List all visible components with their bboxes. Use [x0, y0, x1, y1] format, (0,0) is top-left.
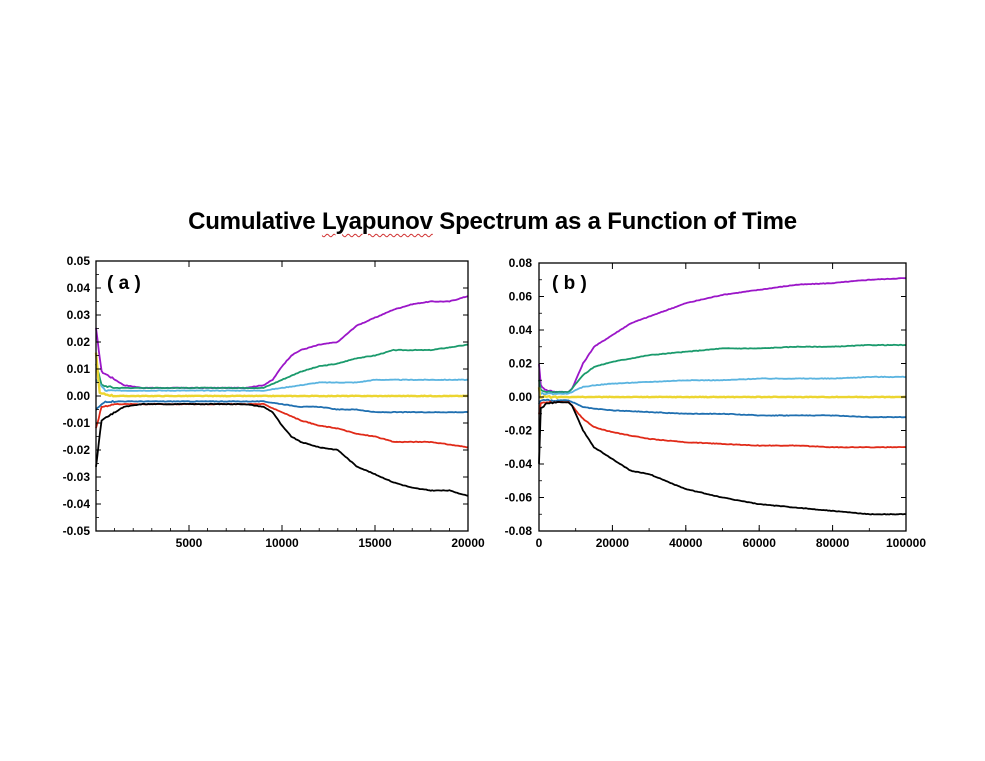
y-tick-label-a: -0.05: [63, 524, 91, 538]
series-line-b-blue: [538, 398, 907, 419]
x-tick-label-b: 100000: [886, 536, 926, 550]
x-tick-label-a: 15000: [358, 536, 392, 550]
series-line-b-yellow: [537, 387, 907, 399]
x-tick-label-b: 80000: [816, 536, 850, 550]
y-tick-label-b: 0.06: [509, 290, 533, 304]
y-tick-label-b: 0.04: [509, 323, 533, 337]
series-line-b-green: [538, 343, 907, 394]
x-tick-label-b: 20000: [596, 536, 630, 550]
title-part-2: Lyapunov: [321, 208, 433, 235]
panel-b-chart: 0.08 0.06 0.04 0.02 0.00 -0.02 -0.04 -0.06 -0.08…: [505, 256, 927, 550]
panel-label-b: ( b ): [552, 273, 587, 294]
y-tick-label-b: 0.00: [509, 390, 533, 404]
y-tick-label-a: 0.05: [67, 254, 91, 268]
y-tick-label-a: 0.01: [67, 362, 91, 376]
y-tick-label-a: -0.02: [63, 443, 91, 457]
series-line-a-purple: [95, 295, 469, 390]
y-tick-label-a: -0.03: [63, 470, 91, 484]
series-line-a-blue: [95, 400, 469, 414]
series-line-a-green: [95, 343, 468, 390]
y-tick-label-b: 0.02: [509, 357, 533, 371]
x-tick-label-b: 60000: [743, 536, 777, 550]
y-tick-label-a: 0.03: [67, 308, 91, 322]
y-tick-label-a: 0.04: [67, 281, 91, 295]
x-tick-label-b: 40000: [669, 536, 703, 550]
series-line-a-black: [95, 402, 469, 497]
y-tick-label-a: 0.02: [67, 335, 91, 349]
y-tick-label-a: 0.00: [67, 389, 91, 403]
y-tick-label-a: -0.04: [63, 497, 91, 511]
x-tick-label-a: 20000: [451, 536, 485, 550]
title-part-3: Spectrum as a Function of Time: [432, 208, 797, 235]
series-line-a-yellow: [94, 352, 469, 398]
y-tick-label-b: -0.06: [505, 491, 533, 505]
x-tick-label-a: 5000: [176, 536, 203, 550]
panel-a-chart: 0.05 0.04 0.03 0.02 0.01 0.00 -0.01 -0.02 -0.03 -…: [63, 254, 485, 550]
series-line-b-purple: [538, 277, 907, 394]
panel-label-a: ( a ): [107, 273, 141, 294]
title-part-1: Cumulative: [188, 208, 322, 235]
y-tick-label-b: 0.08: [509, 256, 533, 270]
figure-title: Cumulative Lyapunov Spectrum as a Functi…: [0, 208, 985, 236]
y-tick-label-b: -0.02: [505, 424, 533, 438]
series-line-b-black: [538, 401, 907, 516]
series-line-b-red: [538, 400, 907, 449]
y-tick-label-b: -0.08: [505, 524, 533, 538]
series-line-a-lightblue: [95, 378, 469, 392]
y-tick-label-b: -0.04: [505, 457, 533, 471]
series-line-b-lightblue: [538, 375, 907, 396]
x-tick-label-b: 0: [536, 536, 543, 550]
x-tick-label-a: 10000: [265, 536, 299, 550]
y-tick-label-a: -0.01: [63, 416, 91, 430]
